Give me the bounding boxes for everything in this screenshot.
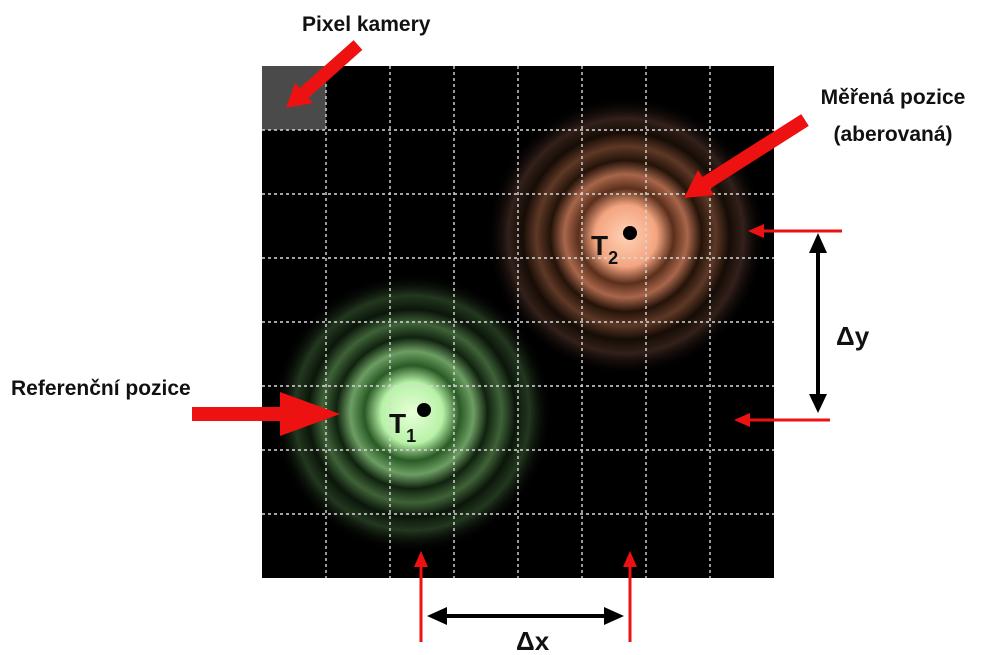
measured-spot-centroid bbox=[623, 226, 637, 240]
camera-pixel-arrow bbox=[286, 40, 363, 108]
measured-position-aberrated-label: (aberovaná) bbox=[833, 123, 952, 146]
measured-position-label: Měřená pozice bbox=[821, 86, 966, 109]
delta-y-dimension-arrow bbox=[809, 233, 827, 413]
delta-x-dimension-arrow bbox=[427, 607, 624, 625]
reference-position-label: Referenční pozice bbox=[11, 377, 191, 400]
delta-x-left-marker-arrow bbox=[414, 551, 428, 642]
delta-y-lower-marker-arrow bbox=[734, 413, 830, 427]
reference-spot-centroid bbox=[417, 403, 431, 417]
reference-spot-rings bbox=[272, 273, 552, 553]
delta-y-upper-marker-arrow bbox=[748, 224, 842, 238]
delta-y-label: Δy bbox=[836, 321, 870, 351]
reference-spot-label: T1 bbox=[389, 408, 416, 446]
delta-x-label: Δx bbox=[516, 626, 550, 655]
delta-x-right-marker-arrow bbox=[623, 551, 637, 642]
measured-position-arrow bbox=[684, 114, 809, 198]
reference-position-arrow bbox=[192, 392, 340, 436]
camera-pixel-label: Pixel kamery bbox=[302, 13, 431, 36]
pixel-grid bbox=[262, 66, 774, 578]
measured-spot-label: T2 bbox=[591, 230, 618, 268]
